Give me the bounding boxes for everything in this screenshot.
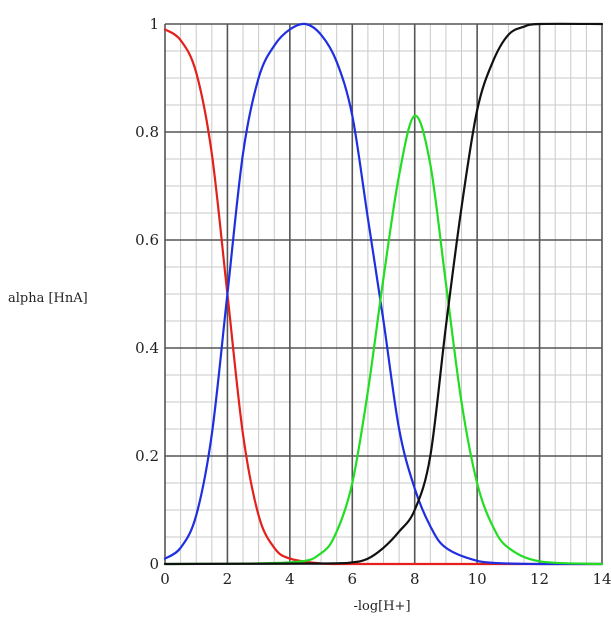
x-tick-label: 6 [348,570,358,588]
y-axis-label: alpha [HnA] [8,291,88,306]
y-tick-label: 0.4 [135,339,159,357]
y-tick-label: 0 [149,555,159,573]
x-tick-label: 12 [530,570,549,588]
series-group [163,22,604,566]
y-tick-label: 0.2 [135,447,159,465]
x-tick-label: 8 [410,570,420,588]
series-line-3 [163,114,604,566]
x-tick-label: 4 [285,570,295,588]
x-tick-label: 14 [592,570,611,588]
x-axis-label: -log[H+] [353,599,410,614]
y-tick-label: 0.8 [135,123,159,141]
series-line-2 [163,22,604,566]
x-tick-label: 2 [223,570,233,588]
y-tick-label: 0.6 [135,231,159,249]
series-line-1 [163,28,604,566]
x-tick-label: 0 [160,570,170,588]
tick-labels: 0 2 4 6 8 10 12 14 0 0.2 0.4 0.6 0.8 1 [135,15,611,588]
x-tick-label: 10 [468,570,487,588]
grid [164,23,603,565]
series-line-4 [163,22,604,566]
y-tick-label: 1 [149,15,159,33]
